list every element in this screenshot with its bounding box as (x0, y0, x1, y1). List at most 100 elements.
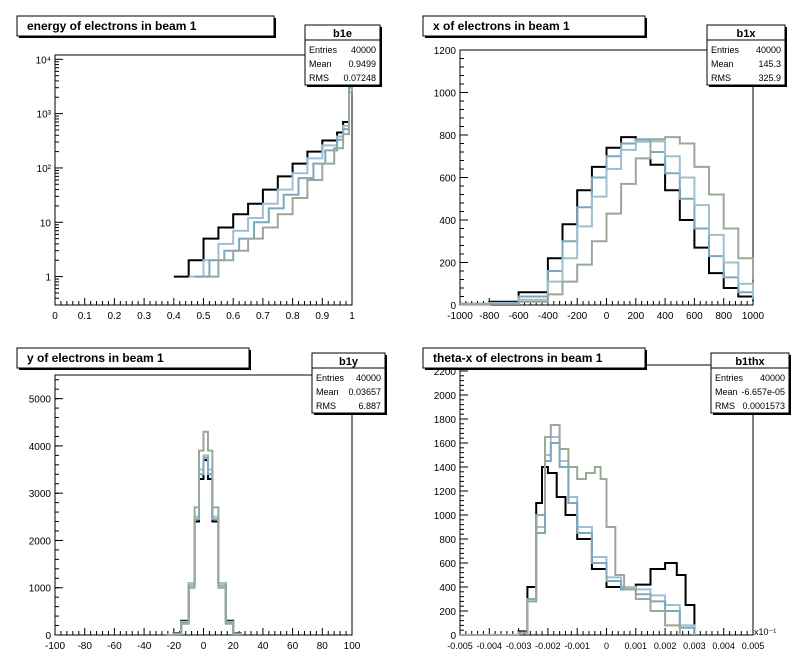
stats-label: Entries (316, 373, 345, 383)
y-tick-label: 1000 (434, 89, 457, 100)
stats-label: Mean (715, 387, 738, 397)
histogram-series-3 (166, 456, 242, 636)
y-tick-label: 0 (450, 301, 456, 312)
y-tick-label: 1200 (434, 46, 457, 57)
stats-name: b1y (339, 356, 359, 368)
title-box (16, 347, 250, 369)
y-tick-label: 3000 (29, 489, 52, 500)
x-tick-label: 0 (604, 311, 610, 322)
stats-box (706, 24, 786, 86)
stats-label: RMS (711, 73, 731, 83)
y-tick-label: 10² (37, 164, 52, 175)
y-tick-label: 200 (439, 607, 456, 618)
stats-label: Mean (309, 59, 332, 69)
y-tick-label: 200 (439, 259, 456, 270)
y-tick-label: 1200 (434, 487, 457, 498)
y-tick-label: 1 (45, 273, 51, 284)
x-tick-label: 20 (228, 641, 240, 652)
x-tick-label: -40 (137, 641, 152, 652)
histogram-pad-2: -1000 -800 -600 -400 -200 0 200 400 600 800 1000 0 2… (422, 15, 787, 322)
histogram-series-1 (166, 459, 242, 636)
stats-name: b1e (333, 28, 352, 40)
x-tick-label: 0.4 (167, 311, 181, 322)
y-tick-label: 1000 (434, 511, 457, 522)
stats-value: 0.9499 (348, 59, 376, 69)
x-tick-label: -0.003 (506, 641, 532, 651)
x-tick-label: 100 (344, 641, 361, 652)
x-tick-label: -0.001 (564, 641, 590, 651)
x-tick-label: -20 (167, 641, 182, 652)
x-axis-multiplier: x10⁻¹ (754, 627, 776, 637)
stats-value: 325.9 (758, 73, 781, 83)
plot-frame (54, 374, 353, 636)
y-tick-label: 600 (439, 559, 456, 570)
x-tick-label: -0.004 (477, 641, 503, 651)
stats-label: Entries (711, 45, 740, 55)
stats-box (304, 24, 381, 86)
x-tick-label: -60 (107, 641, 122, 652)
x-tick-label: 0.003 (683, 641, 706, 651)
x-tick-label: 400 (657, 311, 674, 322)
x-tick-label: 0.7 (256, 311, 270, 322)
stats-name: b1thx (735, 356, 765, 368)
y-tick-label: 1000 (29, 584, 52, 595)
stats-name: b1x (737, 28, 757, 40)
y-tick-label: 0 (450, 631, 456, 642)
y-tick-label: 600 (439, 174, 456, 185)
x-tick-label: 0.3 (137, 311, 151, 322)
histogram-series-4 (460, 136, 754, 306)
title-box (422, 15, 646, 37)
histogram-series-4 (166, 430, 242, 636)
stats-value: 40000 (756, 45, 781, 55)
stats-value: 0.0001573 (742, 401, 785, 411)
x-tick-label: 0.001 (625, 641, 648, 651)
x-tick-label: 0 (201, 641, 207, 652)
y-tick-label: 5000 (29, 395, 52, 406)
histogram-pad-3: -100 -80 -60 -40 -20 0 20 40 60 80 100010002000300… (16, 347, 387, 652)
x-tick-label: 40 (257, 641, 269, 652)
x-tick-label: 0.5 (197, 311, 211, 322)
x-tick-label: 1 (349, 311, 355, 322)
y-tick-label: 10³ (37, 110, 52, 121)
stats-label: Mean (316, 387, 339, 397)
x-tick-label: -0.005 (447, 641, 473, 651)
y-tick-label: 400 (439, 216, 456, 227)
y-tick-label: 2000 (434, 391, 457, 402)
histogram-series-2 (166, 454, 242, 636)
x-tick-label: 0.6 (226, 311, 240, 322)
stats-label: RMS (316, 401, 336, 411)
histogram-series-1 (460, 136, 754, 305)
stats-label: Entries (309, 45, 338, 55)
histogram-series-3 (460, 140, 754, 306)
x-tick-label: 80 (317, 641, 329, 652)
stats-value: 0.07248 (343, 73, 376, 83)
y-tick-label: 400 (439, 583, 456, 594)
stats-box (311, 352, 386, 414)
x-tick-label: 800 (715, 311, 732, 322)
x-tick-label: 0 (52, 311, 58, 322)
x-tick-label: 0.8 (286, 311, 300, 322)
x-tick-label: 0.002 (654, 641, 677, 651)
plot-title: energy of electrons in beam 1 (27, 19, 197, 33)
x-tick-label: -400 (538, 311, 558, 322)
plot-title: x of electrons in beam 1 (433, 19, 570, 33)
histogram-series-2 (188, 73, 353, 278)
stats-label: RMS (715, 401, 735, 411)
y-tick-label: 2200 (434, 367, 457, 378)
stats-label: Mean (711, 59, 734, 69)
x-tick-label: -0.002 (535, 641, 561, 651)
y-tick-label: 1800 (434, 415, 457, 426)
x-tick-label: -1000 (447, 311, 473, 322)
x-tick-label: 200 (627, 311, 644, 322)
y-tick-label: 1600 (434, 439, 457, 450)
plot-title: theta-x of electrons in beam 1 (433, 351, 603, 365)
x-tick-label: -800 (479, 311, 499, 322)
stats-value: 40000 (760, 373, 785, 383)
y-tick-label: 4000 (29, 442, 52, 453)
x-tick-label: -600 (509, 311, 529, 322)
y-tick-label: 2000 (29, 536, 52, 547)
histogram-pad-1: 0 0.1 0.2 0.3 0.4 0.5 0.6 0.7 0.8 0.9 1 1 10 10² 10³ 10… (16, 15, 382, 322)
y-tick-label: 10 (40, 218, 52, 229)
x-tick-label: 1000 (742, 311, 765, 322)
